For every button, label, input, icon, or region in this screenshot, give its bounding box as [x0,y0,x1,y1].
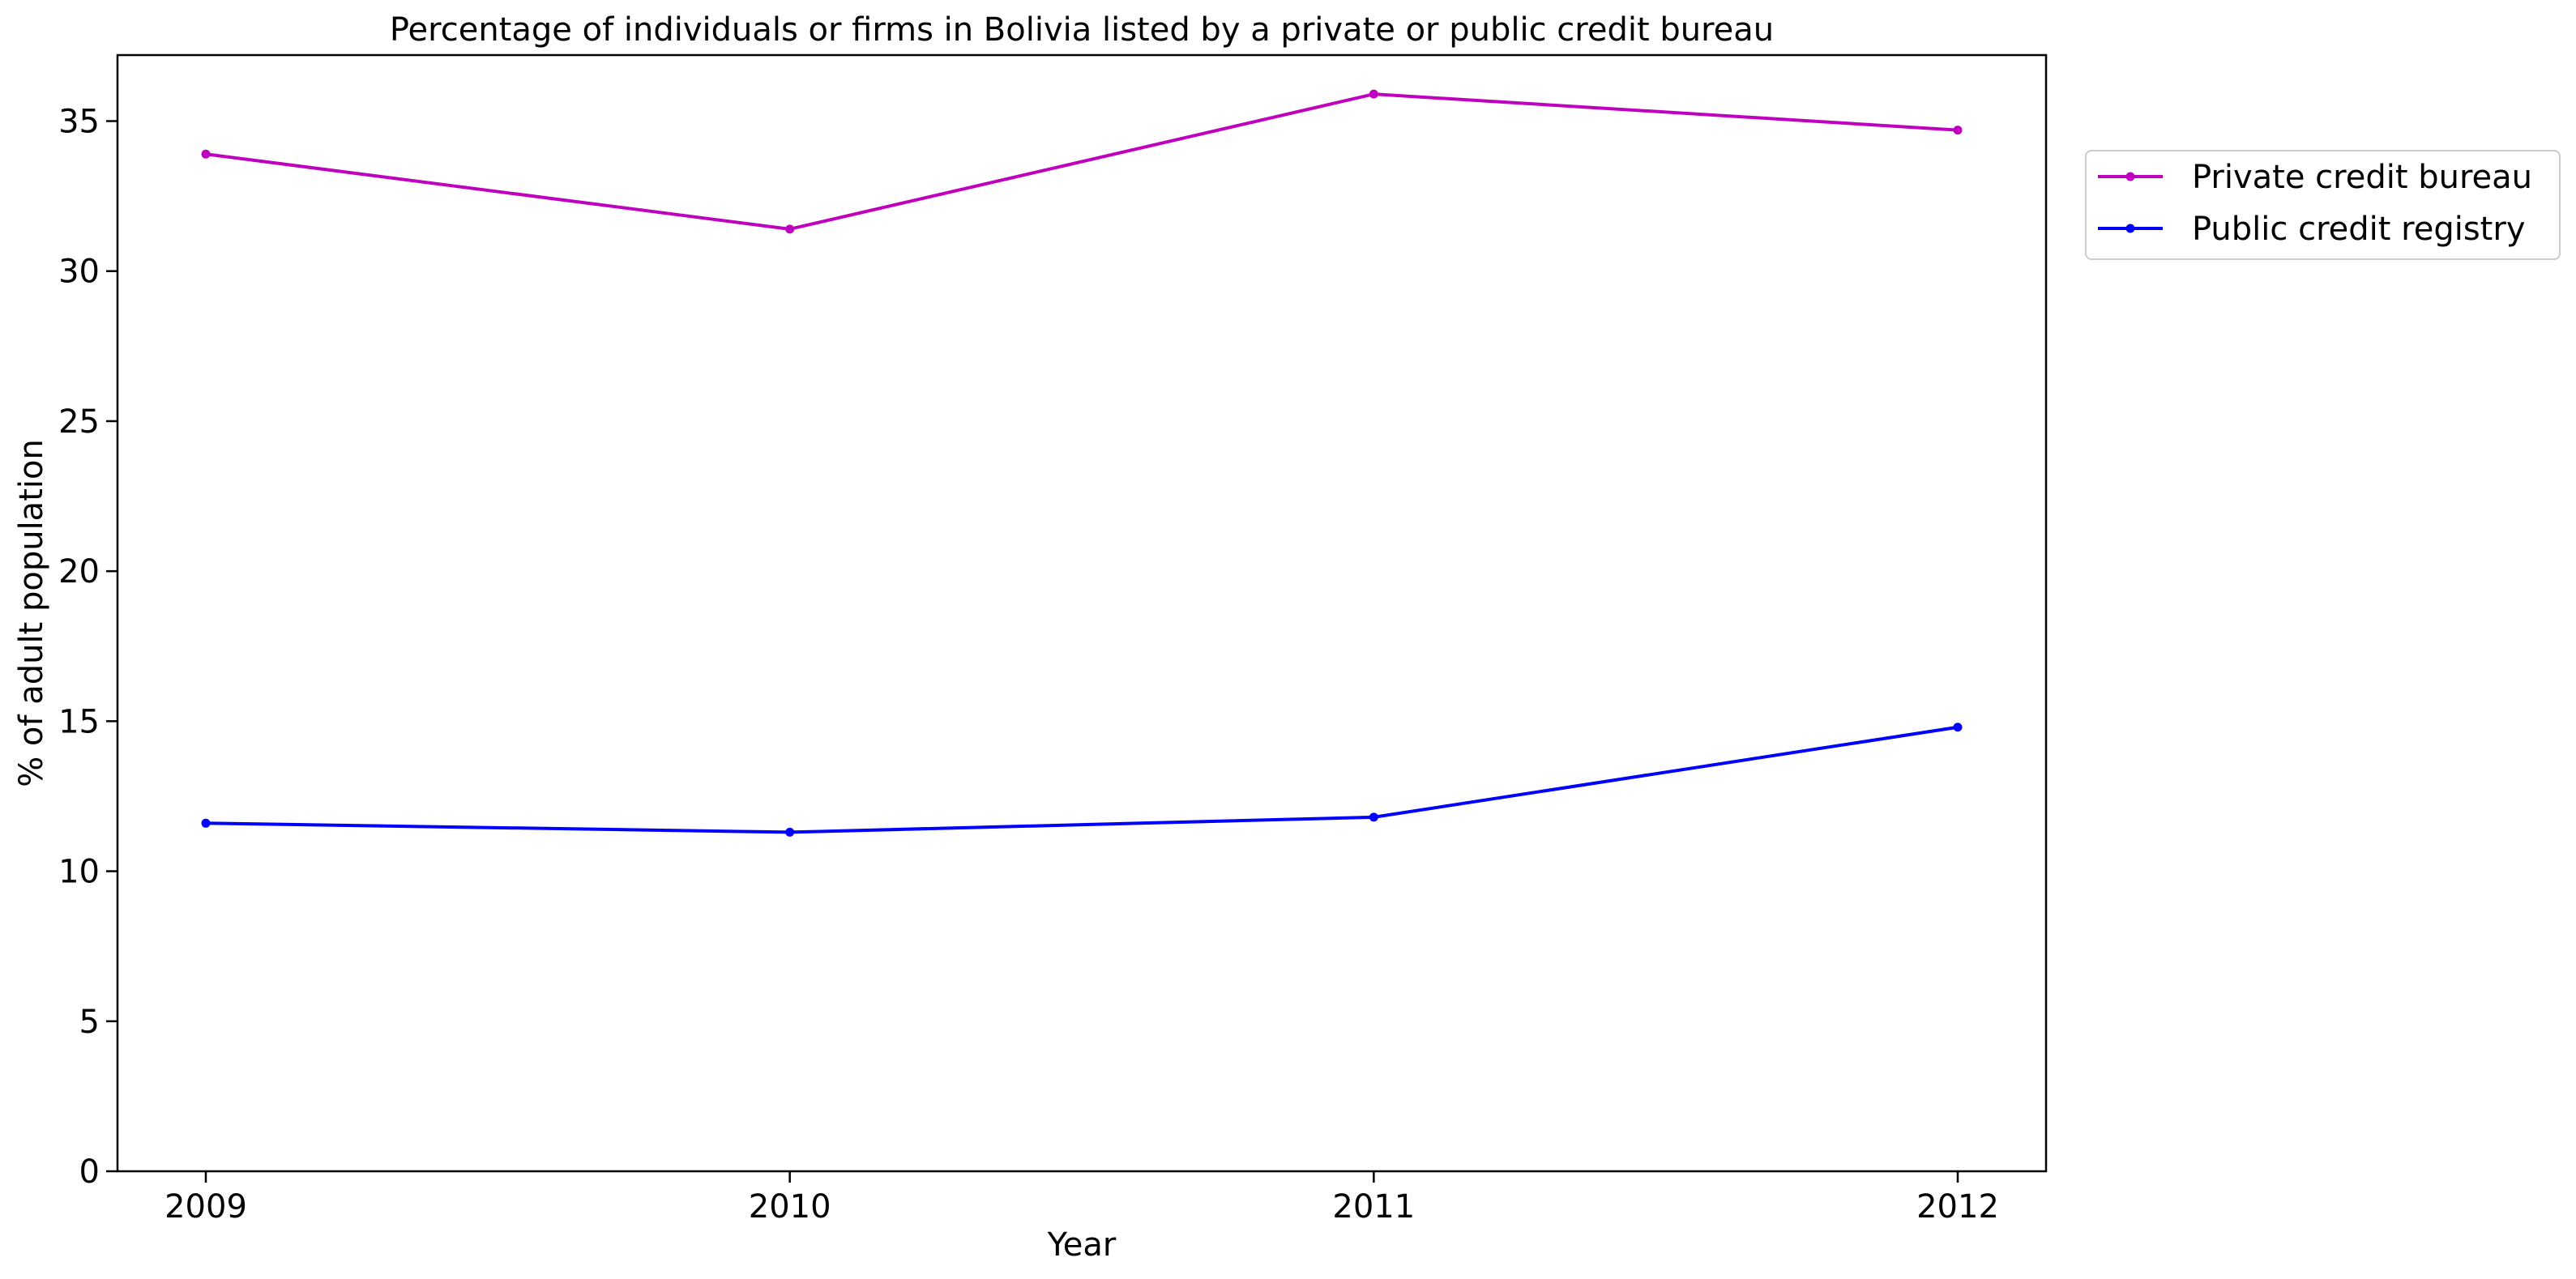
series-0 [201,89,1963,234]
y-tick-label: 0 [79,1153,100,1191]
x-tick-label: 2012 [1916,1188,1999,1226]
data-point [1953,126,1963,135]
legend: Private credit bureau Public credit regis… [2085,150,2561,260]
series-1 [201,723,1963,837]
series-line [205,92,1959,231]
chart-title: Percentage of individuals or firms in Bo… [390,11,1774,49]
y-tick-label: 30 [58,254,100,291]
plot-area [116,53,2048,1173]
legend-label: Public credit registry [2192,211,2525,248]
data-point [785,827,795,837]
data-point [1953,723,1963,732]
series-group [201,89,1963,837]
data-point [201,149,211,159]
y-axis: 0 5 10 15 20 25 30 35 [58,103,117,1191]
y-tick-label: 10 [58,854,100,891]
x-tick-label: 2011 [1332,1188,1415,1226]
data-point [1369,812,1378,822]
x-tick-label: 2009 [164,1188,247,1226]
y-tick-label: 15 [58,703,100,740]
y-tick-label: 5 [79,1004,100,1041]
x-axis: 2009 2010 2011 2012 [164,1171,1999,1226]
legend-marker [2125,224,2135,233]
x-axis-label: Year [1047,1226,1117,1264]
legend-marker [2125,172,2135,181]
legend-box [2085,150,2561,260]
y-axis-label: % of adult population [13,439,50,787]
series-line [205,725,1959,834]
y-tick-label: 20 [58,553,100,590]
legend-label: Private credit bureau [2192,159,2532,196]
y-tick-label: 25 [58,403,100,441]
data-point [201,818,211,828]
x-tick-label: 2010 [749,1188,831,1226]
data-point [1369,89,1378,99]
data-point [785,224,795,234]
y-tick-label: 35 [58,103,100,140]
